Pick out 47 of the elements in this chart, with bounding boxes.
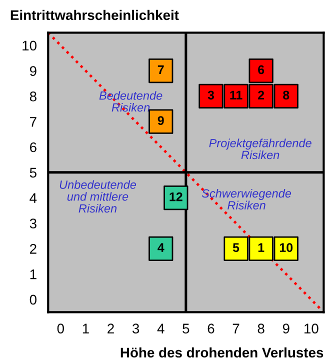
x-tick-label: 7 — [232, 324, 240, 334]
annotation: Schwerwiegende Risiken — [202, 188, 292, 210]
annotation: Unbedeutende und mittlere Risiken — [60, 180, 136, 213]
annotation: Projektgefährdende Risiken — [209, 138, 312, 160]
annotation: 12 — [170, 192, 182, 202]
x-tick-label: 10 — [304, 324, 318, 334]
y-tick-label: 1 — [30, 270, 36, 280]
annotation: 10 — [280, 243, 293, 252]
y-tick-label: 3 — [30, 218, 36, 228]
point — [248, 236, 274, 261]
x-tick-label: 0 — [57, 324, 64, 334]
y-tick-label: 8 — [30, 92, 36, 102]
annotation: 7 — [158, 65, 164, 74]
point — [198, 84, 224, 109]
y-tick-label: 2 — [30, 244, 36, 254]
y-tick-label: 4 — [30, 193, 37, 203]
point — [248, 58, 274, 84]
annotation: 8 — [283, 90, 290, 100]
x-axis-title: Höhe des drohenden Verlustes — [120, 347, 324, 358]
annotation: 3 — [208, 90, 214, 100]
y-tick-label: 0 — [30, 294, 36, 305]
annotation: 4 — [158, 243, 164, 252]
x-tick-label: 8 — [258, 324, 264, 334]
x-tick-label: 3 — [132, 324, 140, 334]
point — [224, 236, 248, 261]
annotation: 5 — [232, 243, 240, 252]
x-tick-label: 6 — [208, 324, 214, 334]
annotation: 2 — [258, 90, 264, 100]
y-tick-label: 9 — [30, 66, 36, 76]
annotation: 11 — [230, 90, 242, 100]
y-tick-label: 10 — [22, 40, 36, 51]
y-tick-label: 5 — [30, 168, 36, 178]
y-tick-label: 7 — [30, 117, 36, 127]
y-axis-title: Eintrittwahrscheinlichkeit — [10, 10, 179, 20]
annotation: Bedeutende Risiken — [99, 91, 162, 112]
annotation: 9 — [158, 116, 164, 125]
annotation: 6 — [258, 65, 264, 74]
x-tick-label: 4 — [157, 324, 164, 334]
x-tick-label: 2 — [108, 324, 114, 334]
point — [248, 84, 274, 109]
x-tick-label: 9 — [282, 324, 290, 334]
point — [148, 58, 174, 84]
annotation: 1 — [258, 243, 264, 252]
x-tick-label: 1 — [82, 324, 89, 334]
x-tick-label: 5 — [182, 324, 190, 334]
y-tick-label: 6 — [30, 142, 36, 152]
point — [274, 84, 298, 109]
